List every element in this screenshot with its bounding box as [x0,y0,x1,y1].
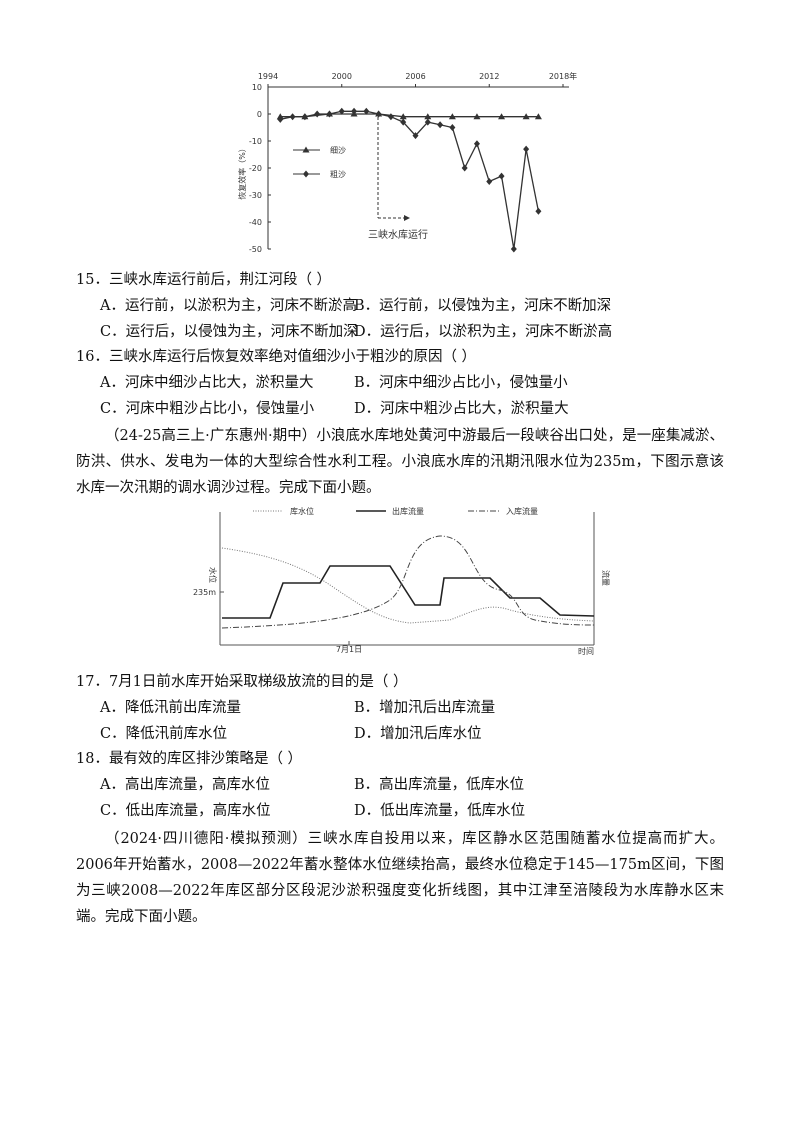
option[interactable]: B．运行前，以侵蚀为主，河床不断加深 [354,298,612,314]
data-point [351,107,358,115]
data-point [289,113,296,121]
legend-label: 入库流量 [506,506,538,516]
data-point [412,132,419,140]
data-point [302,146,310,153]
legend-label: 出库流量 [392,506,424,516]
x-tick-label: 2000 [332,72,352,81]
data-point [301,113,308,121]
arrow-head [404,215,410,221]
y-axis-label: 水位 [208,567,218,583]
data-point [448,113,456,120]
data-point [473,140,480,148]
x-tick-label: 2018年 [549,71,577,81]
option[interactable]: C．降低汛前库水位 [100,726,228,742]
question-stem: 15．三峡水库运行前后，荆江河段（ ） [76,272,332,288]
annotation: 三峡水库运行 [368,228,428,241]
passage: （24-25高三上·广东惠州·期中）小浪底水库地处黄河中游最后一段峡谷出口处，是… [76,428,724,496]
data-point [277,115,284,123]
option[interactable]: A．降低汛前出库流量 [100,700,241,716]
outflow-curve [222,565,595,619]
date-label: 7月1日 [336,645,362,654]
y-tick-label: -50 [249,245,262,254]
options: A．降低汛前出库流量 B．增加汛后出库流量 C．降低汛前库水位 D．增加汛后库水… [100,698,654,744]
series-line [280,110,540,250]
option[interactable]: D．运行后，以淤积为主，河床不断淤高 [354,324,613,340]
option[interactable]: A．运行前，以淤积为主，河床不断淤高 [100,298,357,314]
x-tick-label: 2006 [405,72,425,81]
option[interactable]: B．增加汛后出库流量 [354,700,496,716]
data-point [535,207,542,215]
data-point [473,113,481,120]
y-tick-label: -20 [249,164,262,173]
inflow-curve [221,535,595,629]
data-point [523,145,530,153]
option[interactable]: A．高出库流量，高库水位 [100,777,270,793]
y-tick-label: 10 [252,83,262,92]
option[interactable]: D．河床中粗沙占比大，淤积量大 [354,401,569,417]
data-point [375,110,382,118]
options: A．运行前，以淤积为主，河床不断淤高 B．运行前，以侵蚀为主，河床不断加深 C．… [100,296,654,342]
figures: 三峡水库运行 恢复效率（%） 库水位 出库流量 入库流量 水位 流量 235m … [193,71,611,656]
options: A．高出库流量，高库水位 B．高出库流量，低库水位 C．低出库流量，高库水位 D… [100,775,654,821]
data-point [510,245,517,253]
figure2: 库水位 出库流量 入库流量 水位 流量 235m 7月1日 时间 [193,506,611,656]
passage: （2024·四川德阳·模拟预测）三峡水库自投用以来，库区静水区范围随蓄水位提高而… [76,831,724,925]
option[interactable]: B．河床中细沙占比小，侵蚀量小 [354,375,568,391]
data-point [498,172,505,180]
y-axis-label: 恢复效率（%） [237,144,247,200]
data-point [424,118,431,126]
data-point [400,118,407,126]
option[interactable]: C．运行后，以侵蚀为主，河床不断加深 [100,324,358,340]
data-point [522,113,530,120]
data-point [303,170,309,178]
option[interactable]: B．高出库流量，低库水位 [354,777,525,793]
data-point [387,113,394,121]
data-point [498,113,506,120]
option[interactable]: D．低出库流量，低库水位 [354,803,526,819]
data-point [449,124,456,131]
option[interactable]: A．河床中细沙占比大，淤积量大 [100,375,314,391]
options: A．河床中细沙占比大，淤积量大 B．河床中细沙占比小，侵蚀量小 C．河床中粗沙占… [100,373,654,419]
level-label: 235m [193,588,216,597]
option[interactable]: C．河床中粗沙占比小，侵蚀量小 [100,401,315,417]
data-point [424,113,432,120]
y-tick-label: -10 [249,137,262,146]
question-stem: 17．7月1日前水库开始采取梯级放流的目的是（ ） [76,674,408,690]
data-point [338,107,345,115]
data-point [461,164,468,172]
data-point [363,107,370,115]
data-point [437,121,444,129]
data-point [486,178,493,185]
y-tick-label: -30 [249,191,262,200]
x-axis-label: 时间 [578,646,594,656]
legend-label: 粗沙 [330,169,346,179]
option[interactable]: D．增加汛后库水位 [354,726,482,742]
question-stem: 16．三峡水库运行后恢复效率绝对值细沙小于粗沙的原因（ ） [76,349,477,365]
legend-label: 细沙 [330,145,346,155]
data-point [326,110,333,118]
question-stem: 18．最有效的库区排沙策略是（ ） [76,751,303,767]
y-tick-label: 0 [257,110,262,119]
x-tick-label: 2012 [479,72,499,81]
data-point [534,113,542,120]
x-tick-label: 1994 [258,72,278,81]
y-tick-label: -40 [249,218,262,227]
option[interactable]: C．低出库流量，高库水位 [100,803,271,819]
data-point [314,110,321,118]
data-point [399,113,407,120]
reservoir-level-curve [221,547,595,624]
legend-label: 库水位 [290,506,314,516]
y2-axis-label: 流量 [601,570,611,586]
